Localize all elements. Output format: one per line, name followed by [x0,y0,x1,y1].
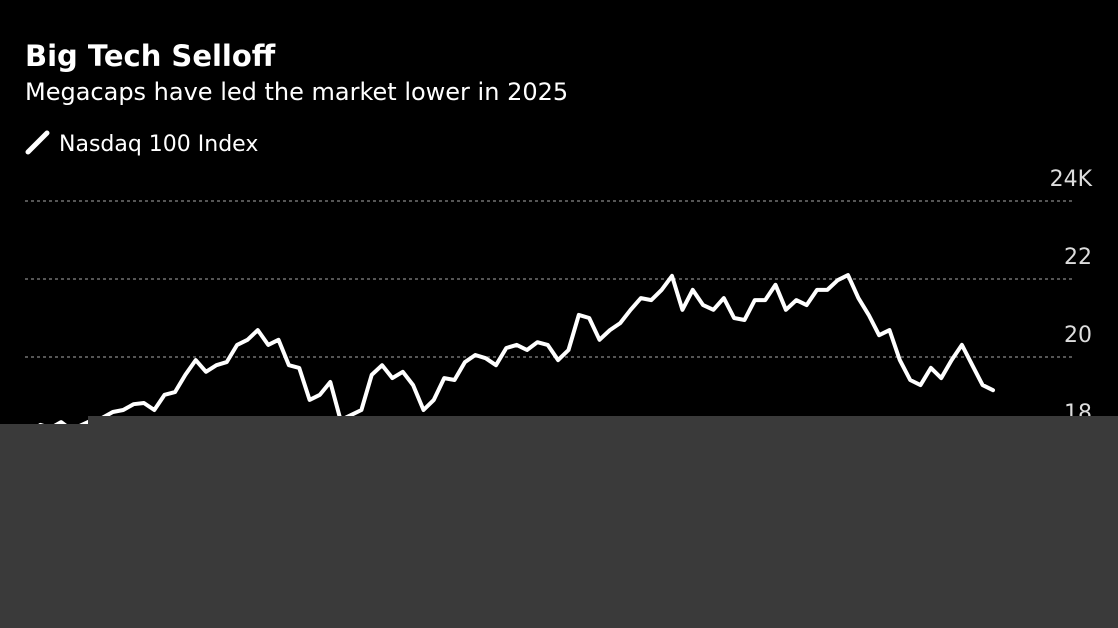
y-tick-label: 24K [1050,167,1093,192]
legend-label: Nasdaq 100 Index [59,132,258,157]
y-tick-label: 22 [1064,245,1092,270]
chart-subtitle: Megacaps have led the market lower in 20… [25,78,568,106]
overlay-panel [0,416,1118,628]
data-line [28,273,995,434]
chart-title: Big Tech Selloff [25,39,276,73]
legend-swatch [25,130,50,155]
y-tick-label: 20 [1064,323,1092,348]
